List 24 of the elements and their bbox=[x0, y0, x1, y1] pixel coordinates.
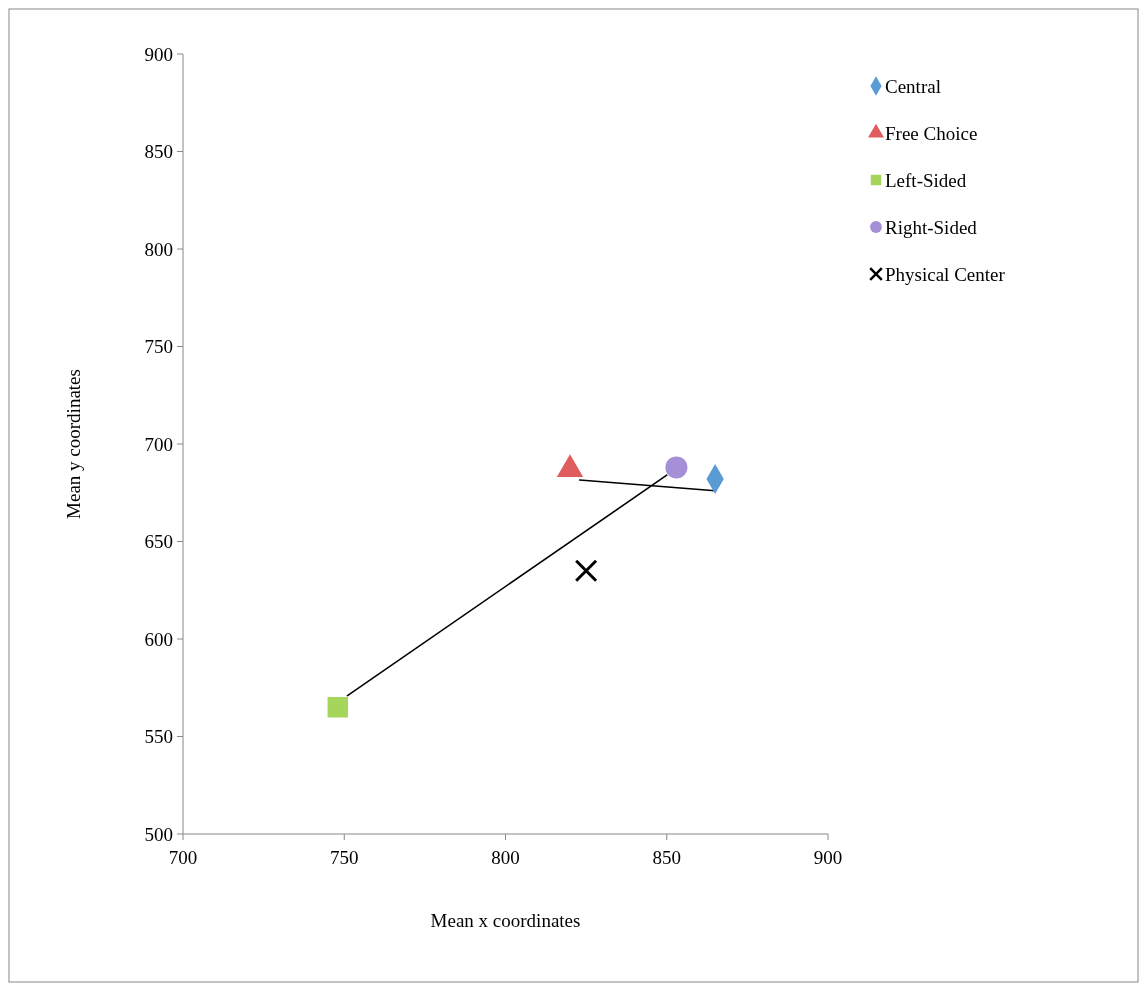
y-tick-label: 700 bbox=[144, 433, 173, 455]
y-tick-label: 600 bbox=[144, 628, 173, 650]
y-axis-title: Mean y coordinates bbox=[63, 369, 84, 519]
y-tick-label: 550 bbox=[144, 726, 173, 748]
legend-label: Left-Sided bbox=[885, 169, 967, 191]
x-tick-label: 700 bbox=[168, 847, 198, 868]
y-tick-label: 800 bbox=[144, 238, 173, 260]
y-tick-label: 850 bbox=[144, 141, 173, 163]
x-tick-label: 800 bbox=[491, 847, 520, 868]
legend-label: Free Choice bbox=[885, 122, 978, 144]
x-tick-label: 900 bbox=[813, 847, 843, 868]
legend-label: Central bbox=[885, 75, 941, 97]
legend-label: Right-Sided bbox=[885, 216, 978, 238]
y-tick-label: 500 bbox=[144, 823, 173, 845]
point bbox=[665, 456, 688, 479]
point bbox=[574, 559, 598, 583]
x-tick-label: 850 bbox=[652, 847, 681, 868]
y-tick-label: 900 bbox=[144, 43, 173, 65]
point bbox=[327, 697, 349, 718]
legend-label: Physical Center bbox=[885, 263, 1006, 285]
y-tick-label: 750 bbox=[144, 336, 173, 358]
x-axis-title: Mean x coordinates bbox=[430, 910, 581, 931]
x-tick-label: 750 bbox=[330, 847, 359, 868]
y-tick-label: 650 bbox=[144, 531, 173, 553]
